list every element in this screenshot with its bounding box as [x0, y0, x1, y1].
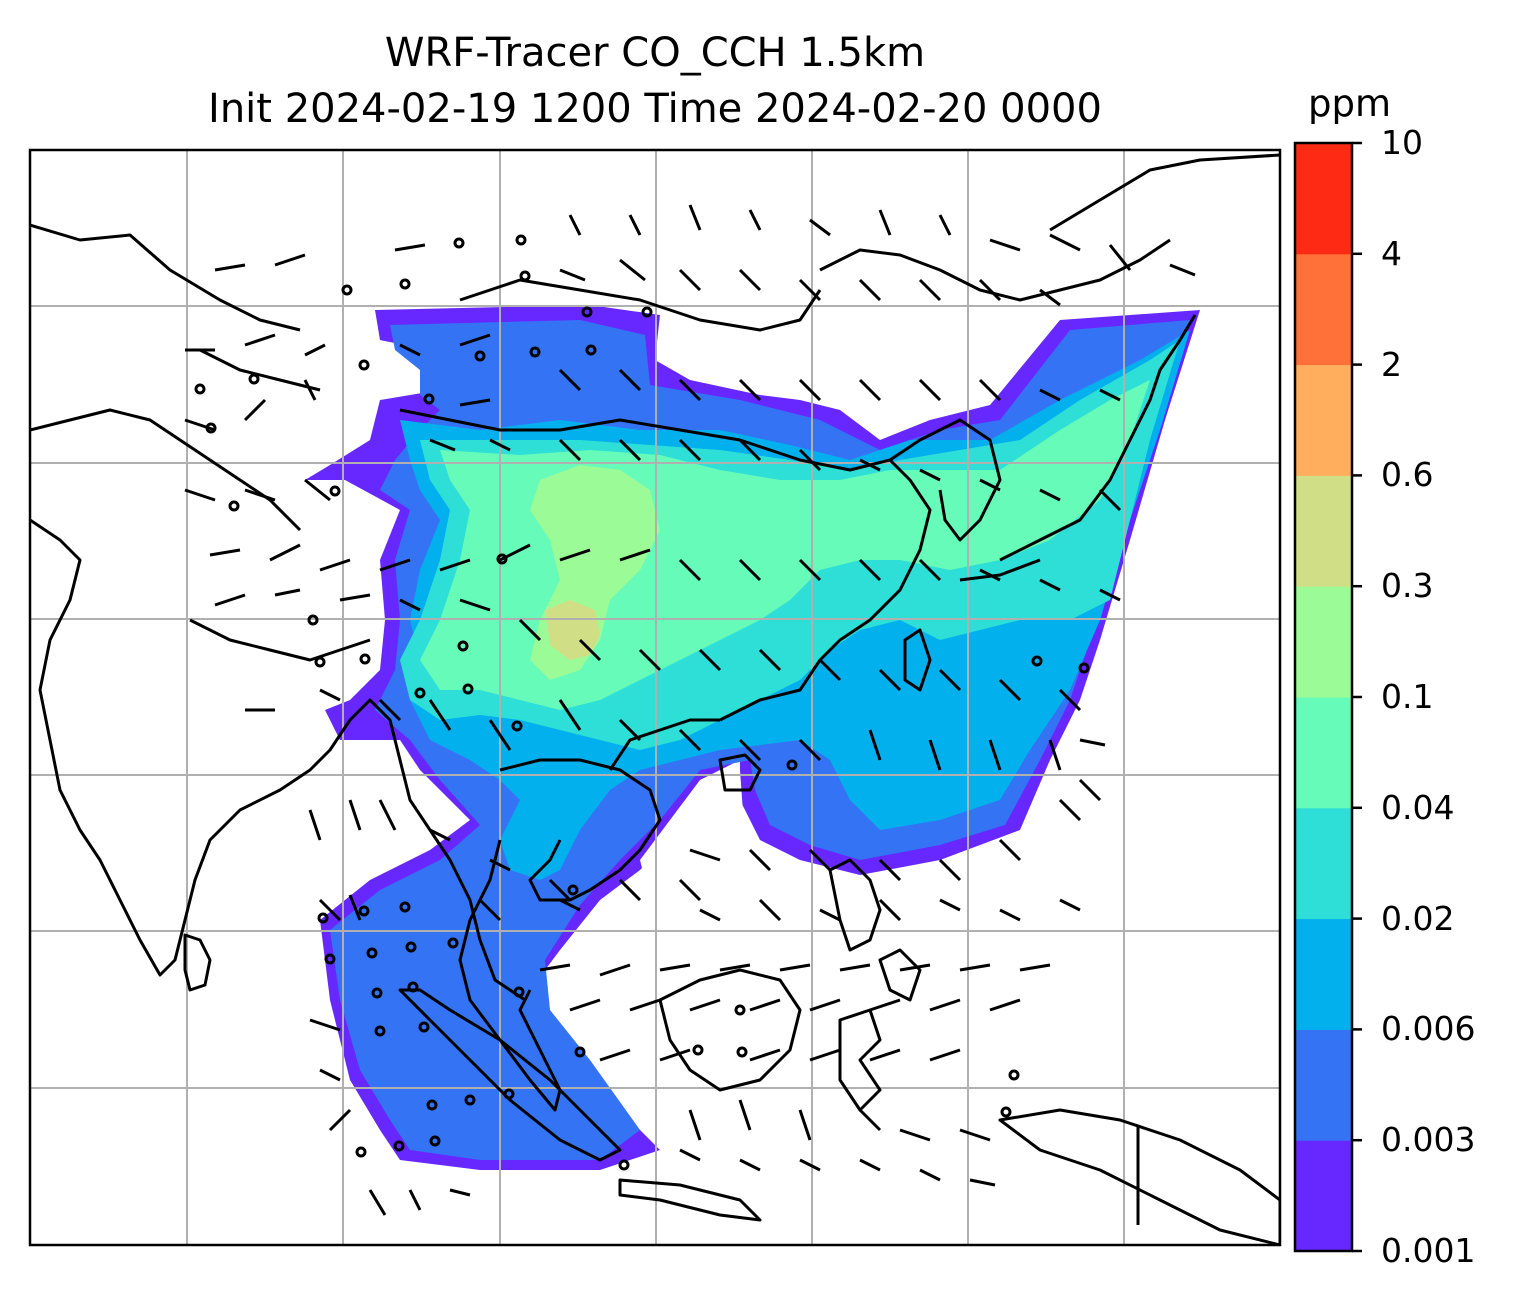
colorbar-tick-label: 0.003: [1381, 1120, 1476, 1160]
colorbar-tick-label: 10: [1381, 123, 1423, 162]
colorbar-block: [1295, 1140, 1352, 1252]
map-title-line2: Init 2024-02-19 1200 Time 2024-02-20 000…: [208, 86, 1102, 132]
colorbar-block: [1295, 586, 1352, 698]
colorbar-tick-label: 2: [1381, 344, 1402, 384]
colorbar-block: [1295, 807, 1352, 920]
colorbar-tick-label: 0.3: [1381, 566, 1434, 606]
colorbar-ticks: [1352, 141, 1362, 1253]
co-plume: [305, 305, 1200, 1170]
wind-barbs: [184, 204, 1196, 1216]
coastlines: [30, 153, 1280, 1245]
colorbar-tick-label: 0.001: [1381, 1231, 1476, 1270]
colorbar-block: [1295, 253, 1352, 366]
colorbar-tick-label: 0.04: [1381, 787, 1455, 827]
colorbar-block: [1295, 364, 1352, 476]
calm-wind-markers: [194, 234, 1090, 1171]
map-frame: [28, 148, 1282, 1247]
colorbar-block: [1295, 475, 1352, 587]
colorbar-tick-label: 0.1: [1381, 677, 1434, 716]
colorbar-tick-label: 0.006: [1381, 1009, 1476, 1049]
plume-gap-south-china-sea: [640, 770, 800, 920]
colorbar-block: [1295, 1029, 1352, 1141]
colorbar-unit-label: ppm: [1308, 82, 1392, 125]
colorbar-block: [1295, 918, 1352, 1030]
gridlines: [30, 150, 1280, 1245]
colorbar-block: [1295, 697, 1352, 809]
colorbar-blocks: [1295, 143, 1352, 1252]
map-title-line1: WRF-Tracer CO_CCH 1.5km: [384, 30, 926, 76]
colorbar-block: [1295, 143, 1352, 255]
colorbar-tick-label: 4: [1381, 233, 1402, 273]
colorbar-tick-label: 0.02: [1381, 898, 1455, 938]
colorbar-tick-label: 0.6: [1381, 455, 1434, 495]
